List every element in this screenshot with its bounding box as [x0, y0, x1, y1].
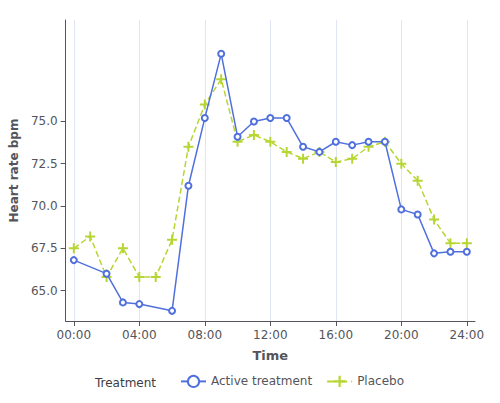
svg-text:24:00: 24:00 — [450, 328, 485, 342]
svg-text:70.0: 70.0 — [31, 199, 58, 213]
svg-text:Placebo: Placebo — [357, 374, 404, 388]
svg-text:20:00: 20:00 — [384, 328, 419, 342]
svg-text:00:00: 00:00 — [57, 328, 92, 342]
svg-text:75.0: 75.0 — [31, 114, 58, 128]
svg-text:72.5: 72.5 — [31, 157, 58, 171]
svg-text:65.0: 65.0 — [31, 284, 58, 298]
svg-text:12:00: 12:00 — [253, 328, 288, 342]
svg-text:Time: Time — [252, 348, 288, 363]
svg-text:Heart rate bpm: Heart rate bpm — [7, 119, 21, 223]
svg-text:Active treatment: Active treatment — [211, 374, 312, 388]
svg-text:08:00: 08:00 — [188, 328, 223, 342]
svg-text:67.5: 67.5 — [31, 241, 58, 255]
svg-text:Treatment: Treatment — [94, 376, 156, 390]
svg-text:16:00: 16:00 — [319, 328, 354, 342]
svg-text:04:00: 04:00 — [122, 328, 157, 342]
